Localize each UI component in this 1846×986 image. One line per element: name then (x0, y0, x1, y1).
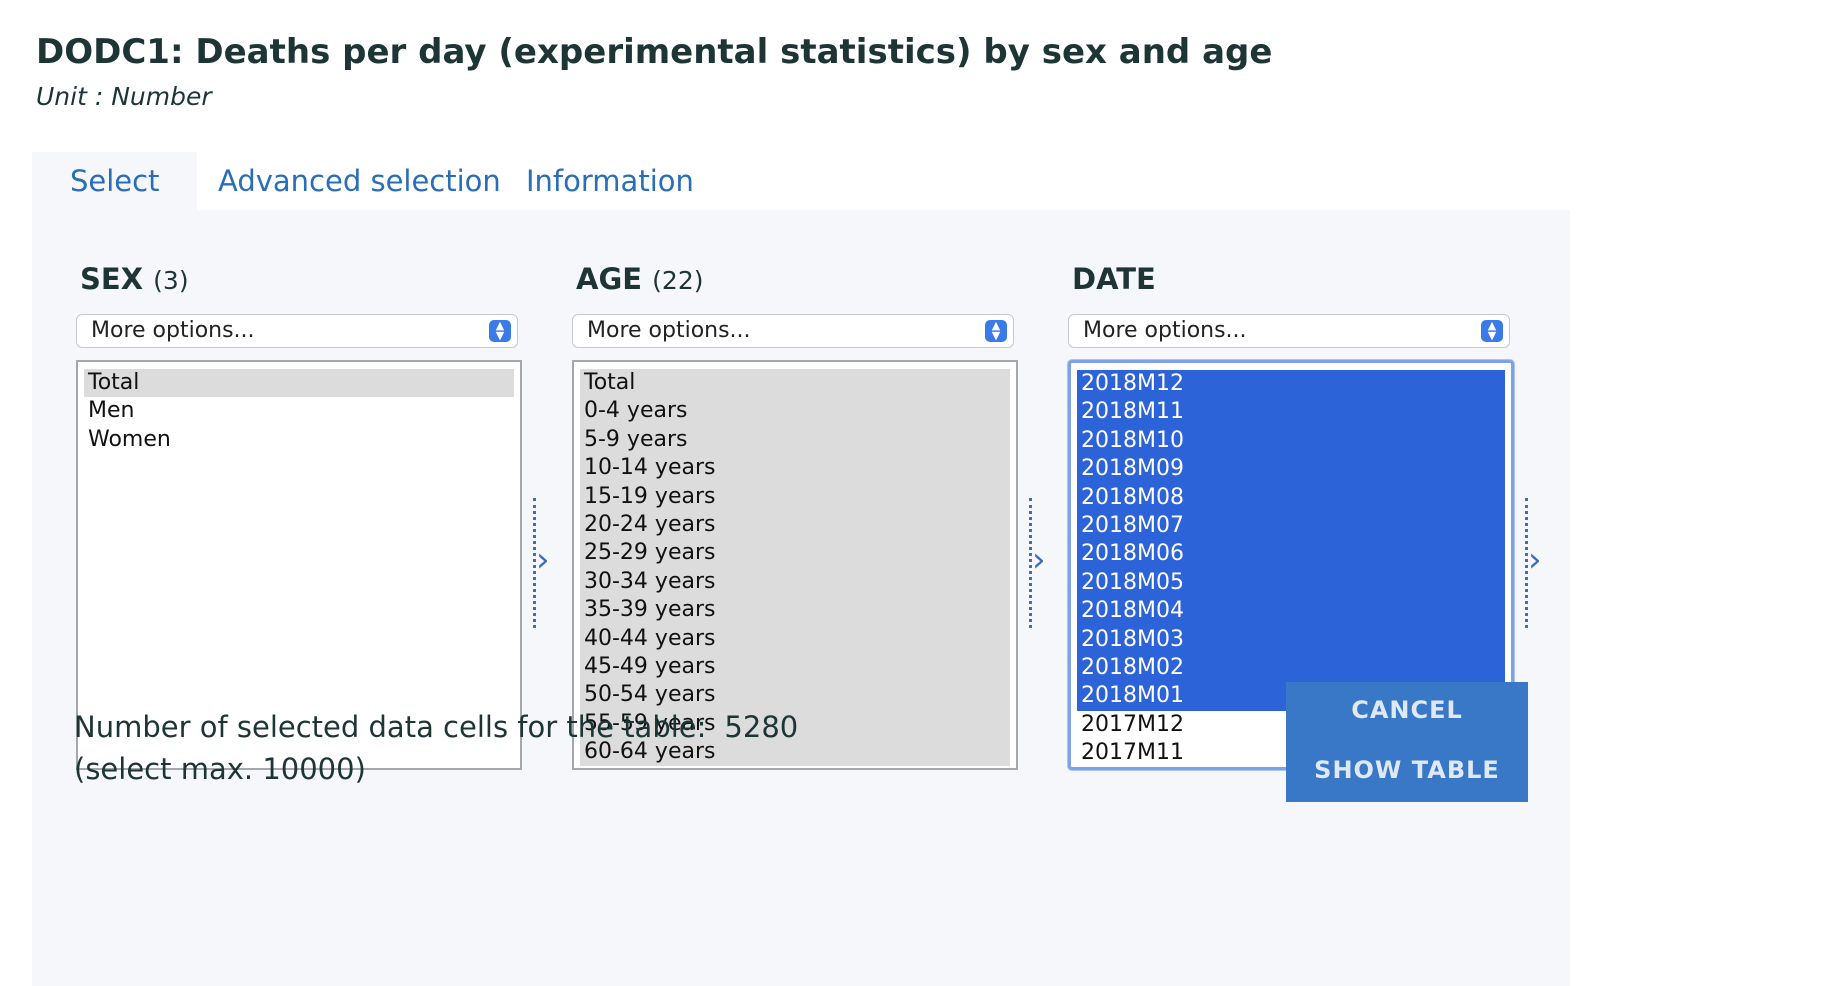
age-option[interactable]: 30-34 years (580, 567, 1010, 597)
tab-select[interactable]: Select (32, 152, 198, 210)
sex-heading-count: (3) (153, 266, 189, 295)
date-option[interactable]: 2018M06 (1077, 540, 1505, 569)
age-resize-handle[interactable]: › (1028, 498, 1054, 628)
age-option[interactable]: 45-49 years (580, 652, 1010, 682)
selected-cells-count: 5280 (724, 710, 799, 744)
selected-cells-max: (select max. 10000) (74, 752, 366, 786)
page-title: DODC1: Deaths per day (experimental stat… (36, 32, 1273, 72)
date-option[interactable]: 2018M10 (1077, 426, 1505, 456)
date-more-options-select[interactable]: More options... ▲ ▼ (1068, 314, 1510, 348)
select-arrows-icon: ▲ ▼ (985, 320, 1007, 342)
age-option[interactable]: 40-44 years (580, 624, 1010, 653)
selected-cells-label: Number of selected data cells for the ta… (74, 710, 707, 744)
date-option[interactable]: 2017M11 (1081, 740, 1184, 766)
sex-more-options-select[interactable]: More options... ▲ ▼ (76, 314, 518, 348)
date-option[interactable]: 2018M11 (1077, 398, 1505, 427)
sex-heading: SEX (3) (80, 262, 189, 296)
tab-bar: Select Advanced selection Information (32, 152, 1570, 210)
age-option[interactable]: Total (580, 369, 1010, 398)
age-option[interactable]: 10-14 years (580, 454, 1010, 483)
sex-listbox[interactable]: Total Men Women (76, 360, 522, 770)
age-listbox[interactable]: Total 0-4 years 5-9 years 10-14 years 15-19 … (572, 360, 1018, 770)
age-more-options-label: More options... (587, 318, 751, 343)
selection-panel: SEX (3) More options... ▲ ▼ Total Men Women… (32, 210, 1570, 986)
age-option[interactable]: 5-9 years (580, 425, 1010, 455)
date-more-options-label: More options... (1083, 318, 1247, 343)
date-option[interactable]: 2018M05 (1077, 568, 1505, 598)
sex-heading-name: SEX (80, 262, 144, 296)
date-option[interactable]: 2017M12 (1081, 711, 1184, 737)
chevron-right-icon: › (1528, 540, 1542, 580)
age-option[interactable]: 0-4 years (580, 397, 1010, 426)
action-box: CANCEL SHOW TABLE (1286, 682, 1528, 802)
age-option[interactable]: 20-24 years (580, 510, 1010, 540)
age-option[interactable]: 15-19 years (580, 482, 1010, 511)
dotted-divider (533, 498, 536, 628)
date-option[interactable]: 2018M04 (1077, 597, 1505, 626)
date-option[interactable]: 2018M02 (1077, 653, 1505, 683)
age-option[interactable]: 50-54 years (580, 681, 1010, 710)
age-more-options-select[interactable]: More options... ▲ ▼ (572, 314, 1014, 348)
chevron-right-icon: › (1032, 540, 1046, 580)
chevron-right-icon: › (536, 540, 550, 580)
sex-resize-handle[interactable]: › (532, 498, 558, 628)
age-option[interactable]: 55-59 years (580, 709, 1010, 739)
sex-option[interactable]: Men (88, 398, 135, 424)
date-option[interactable]: 2018M03 (1077, 625, 1505, 654)
tab-advanced-selection[interactable]: Advanced selection (218, 164, 501, 198)
date-option[interactable]: 2018M07 (1077, 511, 1505, 541)
tab-information[interactable]: Information (526, 164, 694, 198)
date-option[interactable]: 2018M09 (1077, 455, 1505, 484)
date-resize-handle[interactable]: › (1524, 498, 1550, 628)
age-option[interactable]: 25-29 years (580, 539, 1010, 568)
sex-more-options-label: More options... (91, 318, 255, 343)
sex-option[interactable]: Women (88, 426, 171, 452)
age-heading-count: (22) (652, 266, 704, 295)
age-heading: AGE (22) (576, 262, 704, 296)
date-option[interactable]: 2018M12 (1077, 370, 1505, 399)
age-option[interactable]: 35-39 years (580, 596, 1010, 625)
show-table-button[interactable]: SHOW TABLE (1314, 756, 1500, 784)
age-option[interactable]: 60-64 years (580, 738, 1010, 767)
dotted-divider (1525, 498, 1528, 628)
select-arrows-icon: ▲ ▼ (1481, 320, 1503, 342)
unit-label: Unit : Number (36, 82, 212, 111)
selected-cells-summary: Number of selected data cells for the ta… (74, 706, 894, 790)
select-arrows-icon: ▲ ▼ (489, 320, 511, 342)
cancel-button[interactable]: CANCEL (1351, 696, 1463, 724)
date-heading: DATE (1072, 262, 1156, 296)
date-option[interactable]: 2018M08 (1077, 483, 1505, 512)
age-heading-name: AGE (576, 262, 643, 296)
date-heading-name: DATE (1072, 262, 1156, 296)
sex-option[interactable]: Total (84, 369, 514, 398)
dotted-divider (1029, 498, 1032, 628)
